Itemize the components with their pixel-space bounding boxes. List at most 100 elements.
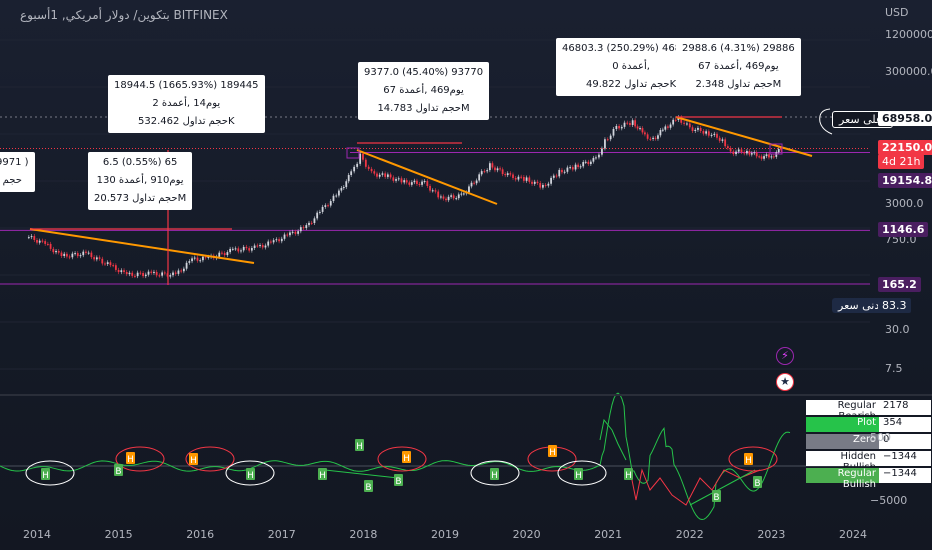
candle: [657, 135, 659, 139]
candle: [297, 231, 300, 234]
candle: [531, 181, 533, 184]
callout-line: 46803.3 (250.29%) 468033: [562, 43, 701, 54]
candle: [332, 195, 335, 202]
candle: [558, 169, 561, 177]
candle: [158, 275, 161, 277]
candle: [544, 184, 547, 186]
candle: [250, 248, 253, 251]
osc-marker-label: H: [319, 471, 326, 481]
candle: [392, 177, 395, 181]
candle: [150, 271, 153, 273]
candle: [460, 193, 463, 195]
candle: [76, 253, 79, 257]
candle: [161, 272, 164, 276]
currency-label[interactable]: USD: [885, 6, 909, 19]
candle: [188, 261, 191, 263]
callout-line: 2988.6 (4.31%) 29886: [682, 43, 795, 54]
candle: [440, 196, 442, 198]
candle: [400, 178, 403, 183]
osc-marker-H: [189, 453, 198, 465]
osc-tick-neg5000: −5000: [870, 494, 908, 507]
candle: [310, 222, 313, 224]
candle: [93, 257, 96, 260]
candle: [672, 119, 675, 125]
candle: [716, 133, 718, 138]
osc-marker-B: [114, 464, 123, 476]
candle: [147, 271, 150, 275]
osc-legend-row[interactable]: Regular Bearish2178: [806, 400, 931, 422]
candle: [381, 173, 384, 175]
measure-callout[interactable]: 9971 ) حجم: [0, 152, 35, 192]
candle: [408, 182, 411, 185]
osc-legend-name: Regular Bearish: [806, 400, 879, 422]
osc-legend-name: Hidden Bullish: [806, 451, 879, 473]
candle: [38, 240, 41, 243]
osc-peak: [599, 418, 627, 461]
symbol-title[interactable]: بتكوين/ دولار أمريكي, 1أسبوع BITFINEX: [20, 8, 228, 22]
osc-legend-row[interactable]: Hidden Bullish−1344: [806, 451, 931, 473]
time-tick: 2022: [675, 528, 704, 541]
candle: [506, 173, 509, 176]
candle: [264, 245, 267, 248]
candle: [504, 174, 507, 176]
osc-legend-value: −1344: [879, 468, 931, 483]
candle: [291, 231, 294, 233]
osc-marker-label: H: [745, 456, 752, 466]
osc-marker-H: [490, 468, 499, 480]
candle: [629, 123, 631, 125]
osc-marker-label: H: [247, 471, 254, 481]
candle: [674, 119, 677, 121]
osc-legend-row[interactable]: Zero 0: [806, 434, 931, 449]
price-tick: 7.5: [885, 362, 903, 375]
osc-marker-H: [246, 468, 255, 480]
osc-plot-line: [0, 392, 791, 521]
osc-legend-name: Plot: [806, 417, 879, 432]
candle: [367, 166, 370, 169]
osc-marker-label: B: [365, 483, 371, 493]
candle: [726, 146, 729, 149]
measure-callout[interactable]: 9377.0 (45.40%) 93770 يوم469 ,أعمدة 67 حجم…: [358, 62, 490, 120]
candle: [468, 186, 470, 193]
measure-callout[interactable]: 6.5 (0.55%) 65 يوم910 ,أعمدة 130 حجم تداول…: [88, 152, 193, 210]
candle: [79, 255, 82, 257]
candle: [193, 257, 196, 259]
divergence-line-2018: [324, 469, 399, 479]
candle: [582, 162, 585, 167]
osc-legend-row[interactable]: Plot 354: [806, 417, 931, 432]
candle: [316, 212, 319, 219]
trend-line-2014: [29, 228, 255, 264]
candle: [491, 163, 494, 168]
price-tick: 3000.0: [885, 197, 924, 210]
candle: [109, 262, 112, 266]
candle: [486, 170, 489, 172]
time-tick: 2014: [23, 528, 51, 541]
candle: [350, 171, 353, 175]
candle: [718, 137, 721, 141]
candle: [574, 164, 577, 170]
osc-marker-B: [712, 490, 721, 502]
lightning-icon[interactable]: ⚡: [776, 347, 794, 365]
measure-callout[interactable]: 18944.5 (1665.93%) 189445 يوم14 ,أعمدة 2 ح…: [108, 75, 265, 133]
pane-divider[interactable]: [0, 394, 932, 396]
us-flag-icon[interactable]: ★: [776, 373, 794, 391]
candle: [724, 139, 727, 147]
candle: [777, 148, 780, 153]
measure-callout[interactable]: 2988.6 (4.31%) 29886 يوم469 ,أعمدة 67 حجم …: [676, 38, 801, 96]
candle: [470, 182, 473, 187]
candle: [63, 253, 66, 257]
candle: [661, 129, 664, 131]
candle: [683, 122, 685, 124]
candle: [299, 227, 302, 232]
candle: [66, 253, 68, 257]
atl-value-badge: 83.3: [878, 298, 911, 313]
candle: [229, 248, 232, 253]
candle: [664, 126, 667, 130]
candle: [555, 175, 558, 177]
candle: [98, 257, 101, 259]
marker-ellipse: [377, 446, 427, 472]
osc-marker-H: [318, 468, 327, 480]
osc-legend-row[interactable]: Regular Bullish −1344: [806, 468, 931, 490]
candle: [114, 265, 117, 270]
osc-marker-label: H: [356, 442, 363, 452]
